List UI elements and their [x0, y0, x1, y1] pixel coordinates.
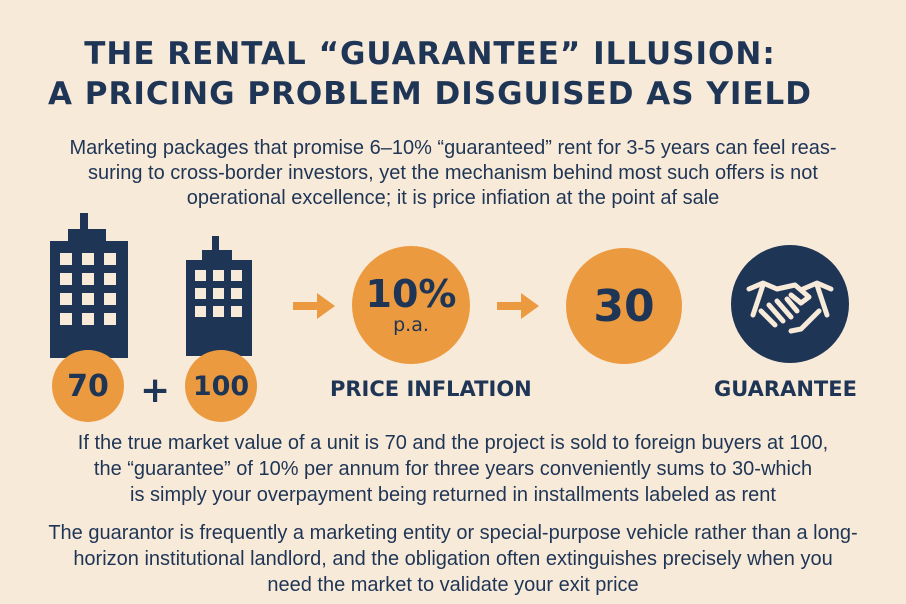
total-circle: 30 — [566, 248, 682, 364]
total-value: 30 — [593, 280, 655, 332]
explanation-line-1: If the true market value of a unit is 70… — [77, 432, 829, 454]
guarantor-paragraph: The guarantor is frequently a marketing … — [8, 520, 898, 598]
market-value: 70 — [67, 368, 109, 404]
page-title: THE RENTAL “GUARANTEE” ILLUSION: A PRICI… — [0, 34, 860, 114]
price-inflation-label: PRICE INFLATION — [330, 377, 532, 401]
guarantor-line-2: horizon institutional landlord, and the … — [73, 548, 833, 570]
sale-price: 100 — [192, 370, 250, 402]
arrow-right-icon — [497, 293, 539, 319]
explanation-line-2: the “guarantee” of 10% per annum for thr… — [93, 458, 813, 480]
explanation-paragraph: If the true market value of a unit is 70… — [8, 430, 898, 508]
guarantee-label: GUARANTEE — [714, 377, 857, 401]
plus-sign: + — [140, 370, 171, 411]
intro-line-1: Marketing packages that promise 6–10% “g… — [69, 137, 837, 159]
title-line-2: A PRICING PROBLEM DISGUISED AS YIELD — [47, 76, 813, 112]
intro-line-2: suring to cross-border investors, yet th… — [88, 162, 818, 184]
title-line-1: THE RENTAL “GUARANTEE” ILLUSION: — [84, 36, 776, 72]
arrow-right-icon — [293, 293, 335, 319]
rate-value: 10% — [365, 272, 457, 316]
rate-unit: p.a. — [393, 314, 429, 336]
building-icon — [50, 213, 128, 358]
explanation-line-3: is simply your overpayment being returne… — [130, 484, 776, 506]
handshake-icon — [731, 245, 849, 363]
market-value-circle: 70 — [52, 350, 124, 422]
intro-line-3: operational excellence; it is price infi… — [186, 187, 720, 209]
intro-paragraph: Marketing packages that promise 6–10% “g… — [8, 136, 898, 211]
rate-circle: 10% p.a. — [352, 246, 470, 364]
guarantor-line-3: need the market to validate your exit pr… — [267, 574, 639, 596]
sale-price-circle: 100 — [185, 350, 257, 422]
guarantor-line-1: The guarantor is frequently a marketing … — [48, 522, 858, 544]
building-icon — [186, 236, 252, 356]
